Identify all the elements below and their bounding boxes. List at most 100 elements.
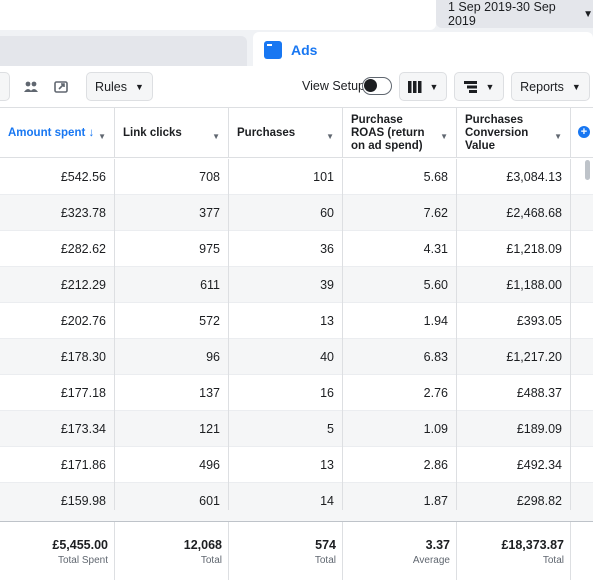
cell-conversion-value: £1,218.09 [457, 231, 571, 267]
total-label: Total [200, 554, 222, 566]
date-range-picker[interactable]: 1 Sep 2019-30 Sep 2019 ▼ [436, 0, 593, 28]
column-header-amount-spent[interactable]: Amount spent ↓ ▼ [0, 108, 115, 158]
column-header-conversion-value[interactable]: Purchases Conversion Value ▼ [457, 108, 571, 158]
reports-button[interactable]: Reports ▼ [511, 72, 590, 101]
top-bar: 1 Sep 2019-30 Sep 2019 ▼ [0, 0, 593, 30]
table-row[interactable]: £178.30 96 40 6.83 £1,217.20 [0, 339, 593, 375]
table-row[interactable]: £171.86 496 13 2.86 £492.34 [0, 447, 593, 483]
breakdown-button[interactable]: ▼ [454, 72, 504, 101]
export-icon[interactable] [48, 75, 74, 99]
cell-purchases: 40 [229, 339, 343, 375]
cell-link-clicks: 572 [115, 303, 229, 339]
columns-button[interactable]: ▼ [399, 72, 447, 101]
rules-button[interactable]: Rules ▼ [86, 72, 153, 101]
cell-amount-spent: £282.62 [0, 231, 115, 267]
caret-down-icon: ▼ [554, 132, 562, 141]
vertical-scrollbar[interactable] [585, 160, 590, 180]
column-header-purchases[interactable]: Purchases ▼ [229, 108, 343, 158]
cell-link-clicks: 975 [115, 231, 229, 267]
total-label: Total Spent [57, 554, 108, 566]
cell-purchases: 13 [229, 303, 343, 339]
total-purchases: 574 Total [229, 522, 343, 580]
total-label: Total [314, 554, 336, 566]
column-header-label: Purchase ROAS (return on ad spend) [351, 113, 425, 152]
caret-down-icon: ▼ [440, 132, 448, 141]
total-label: Total [542, 554, 564, 566]
breakdown-icon [463, 80, 477, 93]
cell-purchases: 16 [229, 375, 343, 411]
share-icon [54, 81, 68, 93]
caret-down-icon: ▼ [135, 81, 144, 92]
view-setup-label: View Setup [302, 79, 366, 93]
cell-purchases: 13 [229, 447, 343, 483]
column-header-label: Purchases [237, 126, 296, 139]
toolbar: Rules ▼ View Setup ▼ ▼ Reports ▼ [0, 66, 593, 108]
total-conversion-value: £18,373.87 Total [457, 522, 571, 580]
column-header-purchase-roas[interactable]: Purchase ROAS (return on ad spend) ▼ [343, 108, 457, 158]
cell-purchase-roas: 1.94 [343, 303, 457, 339]
table-row[interactable]: £212.29 611 39 5.60 £1,188.00 [0, 267, 593, 303]
cell-purchases: 36 [229, 231, 343, 267]
average-purchase-roas: 3.37 Average [343, 522, 457, 580]
table-row[interactable]: £542.56 708 101 5.68 £3,084.13 [0, 159, 593, 195]
view-setup-toggle[interactable] [362, 77, 392, 95]
cell-link-clicks: 96 [115, 339, 229, 375]
tab-ad-sets[interactable] [0, 36, 247, 66]
toolbar-left-button[interactable] [0, 72, 10, 101]
column-header-label: Link clicks [123, 126, 182, 139]
cell-amount-spent: £178.30 [0, 339, 115, 375]
ads-table: Amount spent ↓ ▼ Link clicks ▼ Purchases… [0, 108, 593, 580]
caret-down-icon: ▼ [429, 81, 439, 92]
table-row[interactable]: £202.76 572 13 1.94 £393.05 [0, 303, 593, 339]
audience-icon[interactable] [18, 75, 44, 99]
caret-down-icon: ▼ [326, 132, 334, 141]
total-value: 3.37 [425, 537, 450, 552]
cell-link-clicks: 121 [115, 411, 229, 447]
cell-purchase-roas: 4.31 [343, 231, 457, 267]
cell-conversion-value: £3,084.13 [457, 159, 571, 195]
table-row[interactable]: £323.78 377 60 7.62 £2,468.68 [0, 195, 593, 231]
cell-amount-spent: £212.29 [0, 267, 115, 303]
table-row[interactable]: £282.62 975 36 4.31 £1,218.09 [0, 231, 593, 267]
cell-purchase-roas: 5.68 [343, 159, 457, 195]
cell-amount-spent: £173.34 [0, 411, 115, 447]
cell-amount-spent: £542.56 [0, 159, 115, 195]
cell-conversion-value: £298.82 [457, 483, 571, 519]
column-header-link-clicks[interactable]: Link clicks ▼ [115, 108, 229, 158]
table-row-partial [0, 510, 593, 521]
caret-down-icon: ▼ [583, 8, 593, 20]
totals-row: £5,455.00 Total Spent 12,068 Total 574 T… [0, 521, 593, 580]
cell-amount-spent: £177.18 [0, 375, 115, 411]
cell-purchase-roas: 7.62 [343, 195, 457, 231]
cell-conversion-value: £488.37 [457, 375, 571, 411]
total-value: 12,068 [183, 537, 222, 552]
cell-purchases: 39 [229, 267, 343, 303]
table-row[interactable]: £173.34 121 5 1.09 £189.09 [0, 411, 593, 447]
total-value: 574 [315, 537, 336, 552]
tab-ads-label: Ads [291, 42, 318, 58]
total-label: Average [412, 554, 450, 566]
total-value: £5,455.00 [52, 537, 108, 552]
cell-amount-spent: £202.76 [0, 303, 115, 339]
rules-label: Rules [95, 79, 128, 94]
cell-conversion-value: £492.34 [457, 447, 571, 483]
caret-down-icon: ▼ [485, 81, 495, 92]
caret-down-icon: ▼ [571, 81, 581, 92]
cell-link-clicks: 611 [115, 267, 229, 303]
total-link-clicks: 12,068 Total [115, 522, 229, 580]
cell-purchases: 101 [229, 159, 343, 195]
cell-conversion-value: £2,468.68 [457, 195, 571, 231]
cell-purchase-roas: 2.86 [343, 447, 457, 483]
cell-purchase-roas: 6.83 [343, 339, 457, 375]
cell-amount-spent: £171.86 [0, 447, 115, 483]
cell-purchase-roas: 1.09 [343, 411, 457, 447]
cell-conversion-value: £189.09 [457, 411, 571, 447]
column-header-label: Purchases Conversion Value [465, 113, 529, 152]
ads-icon [264, 41, 282, 59]
cell-purchase-roas: 1.87 [343, 483, 457, 519]
tab-ads[interactable]: Ads [253, 32, 593, 68]
cell-purchases: 60 [229, 195, 343, 231]
add-column-icon[interactable]: + [578, 126, 590, 138]
table-row[interactable]: £177.18 137 16 2.76 £488.37 [0, 375, 593, 411]
